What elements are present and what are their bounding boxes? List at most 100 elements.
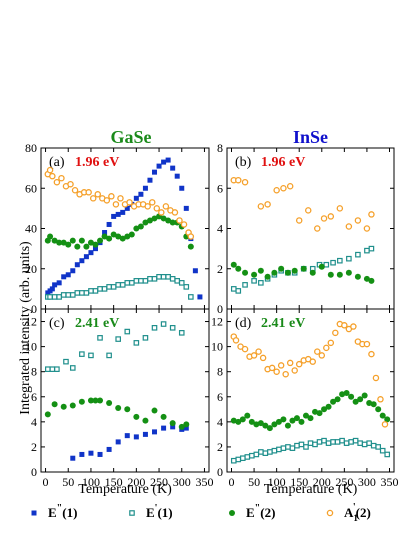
data-point xyxy=(372,374,380,382)
data-point xyxy=(142,185,148,191)
data-point xyxy=(250,352,258,359)
data-point xyxy=(244,454,251,460)
data-point xyxy=(97,286,103,292)
data-point xyxy=(97,335,103,341)
legend-item: E"(2) xyxy=(229,503,275,520)
data-point xyxy=(266,425,273,432)
data-point xyxy=(74,243,81,250)
data-point xyxy=(275,418,282,425)
data-point xyxy=(142,431,148,437)
data-point xyxy=(235,418,242,425)
panel-title: InSe xyxy=(293,127,328,147)
data-point xyxy=(370,401,377,408)
legend-item: E'(1) xyxy=(129,503,173,520)
x-tick-label: 0 xyxy=(43,475,49,489)
data-point xyxy=(366,400,373,407)
data-point xyxy=(262,450,269,456)
data-point xyxy=(258,280,264,286)
data-point xyxy=(361,392,368,399)
data-point xyxy=(133,340,140,346)
data-point xyxy=(348,393,355,400)
series-E1_1 xyxy=(230,245,375,294)
data-point xyxy=(92,288,99,294)
data-point xyxy=(152,169,158,175)
data-point xyxy=(162,203,170,210)
x-tick-label: 100 xyxy=(268,475,286,489)
data-point xyxy=(289,417,296,424)
data-point xyxy=(83,254,89,260)
data-point xyxy=(368,277,375,284)
data-point xyxy=(318,352,326,359)
panel-label: (a) xyxy=(49,155,65,170)
y-tick-label: 6 xyxy=(217,181,223,195)
data-point xyxy=(74,262,80,268)
data-point xyxy=(363,275,370,282)
data-point xyxy=(276,446,282,453)
data-point xyxy=(307,440,314,446)
series-E1_1 xyxy=(45,274,194,300)
legend-item: A1'(2) xyxy=(326,502,371,523)
data-point xyxy=(160,413,167,420)
data-point xyxy=(361,441,368,448)
data-point xyxy=(45,366,51,372)
x-axis-label: Temperature (K) xyxy=(264,482,358,497)
data-point xyxy=(352,398,359,405)
data-point xyxy=(345,223,353,230)
data-point xyxy=(51,294,58,300)
data-point xyxy=(341,322,348,329)
data-point xyxy=(325,440,332,446)
data-point xyxy=(280,445,287,451)
data-point xyxy=(160,215,167,222)
data-point xyxy=(368,350,375,358)
data-point xyxy=(183,425,189,431)
data-point xyxy=(120,209,126,215)
x-tick-label: 50 xyxy=(248,475,260,489)
data-point xyxy=(330,439,336,445)
data-point xyxy=(115,336,121,342)
data-point xyxy=(87,397,94,404)
data-point xyxy=(169,276,176,282)
data-point xyxy=(330,398,337,405)
data-point xyxy=(101,286,108,292)
series-A1_2 xyxy=(230,176,375,232)
y-tick-label: 12 xyxy=(211,315,223,329)
data-point xyxy=(368,211,375,218)
data-point xyxy=(69,292,76,298)
data-point xyxy=(144,203,151,210)
data-point xyxy=(355,251,361,258)
data-point xyxy=(271,447,278,454)
data-point xyxy=(242,269,249,276)
data-point xyxy=(242,282,248,288)
data-point xyxy=(151,325,158,331)
data-point xyxy=(126,199,133,206)
x-tick-label: 250 xyxy=(335,475,353,489)
data-point xyxy=(366,440,372,446)
data-point xyxy=(343,440,350,446)
series-E1_1 xyxy=(230,437,391,464)
data-point xyxy=(273,187,280,194)
y-tick-label: 0 xyxy=(31,465,37,479)
data-point xyxy=(295,217,303,224)
data-point xyxy=(89,195,97,202)
plot-frame xyxy=(226,308,395,473)
data-point xyxy=(354,217,362,224)
data-point xyxy=(330,259,336,266)
data-point xyxy=(169,420,176,427)
data-point xyxy=(56,239,63,246)
data-point xyxy=(70,268,76,274)
data-point xyxy=(102,230,108,236)
data-point xyxy=(97,237,104,244)
data-point xyxy=(88,450,94,456)
y-tick-label: 0 xyxy=(31,302,37,316)
data-point xyxy=(285,444,291,450)
data-point xyxy=(61,274,67,280)
data-point xyxy=(259,354,267,362)
data-point xyxy=(278,265,285,272)
data-point xyxy=(56,280,62,286)
data-point xyxy=(44,411,51,418)
data-point xyxy=(343,390,350,397)
data-point xyxy=(379,412,386,419)
data-point xyxy=(352,437,359,444)
data-point xyxy=(298,441,305,448)
x-tick-label: 350 xyxy=(380,475,398,489)
